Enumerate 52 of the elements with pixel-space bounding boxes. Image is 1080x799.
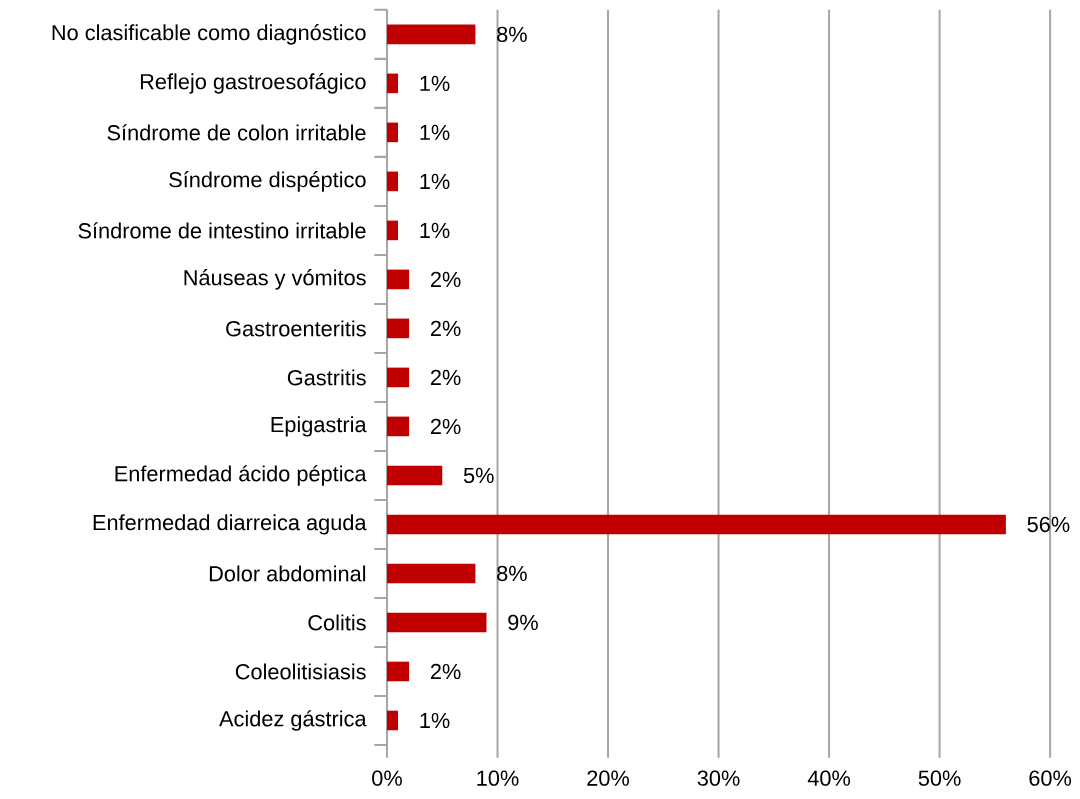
data-label: 8% bbox=[497, 26, 527, 43]
y-tick-label: Reflejo gastroesofágico bbox=[140, 73, 366, 94]
data-label: 2% bbox=[430, 320, 461, 337]
y-tick-label: Enfermedad diarreica aguda bbox=[93, 514, 367, 535]
x-tick-label: 40% bbox=[807, 770, 851, 786]
bar bbox=[387, 73, 399, 94]
bar bbox=[387, 612, 487, 633]
data-label: 56% bbox=[1027, 516, 1070, 533]
x-tick-label: 20% bbox=[587, 770, 630, 786]
data-label: 1% bbox=[420, 712, 450, 729]
data-label: 8% bbox=[497, 565, 527, 582]
y-tick-label: Gastritis bbox=[287, 369, 366, 386]
bar bbox=[387, 465, 443, 486]
data-label: 2% bbox=[430, 418, 461, 435]
data-label: 9% bbox=[508, 614, 538, 631]
data-label: 2% bbox=[430, 271, 461, 288]
bar bbox=[387, 710, 399, 731]
y-tick-label: Gastroenteritis bbox=[226, 320, 366, 337]
bar bbox=[387, 24, 476, 45]
data-label: 2% bbox=[430, 663, 461, 680]
bar bbox=[387, 416, 410, 437]
y-tick-label: Dolor abdominal bbox=[209, 565, 366, 582]
data-label: 1% bbox=[420, 222, 450, 239]
x-tick-label: 0% bbox=[372, 770, 402, 786]
y-tick-label: Colitis bbox=[308, 614, 366, 631]
data-label: 1% bbox=[420, 75, 450, 91]
bar bbox=[387, 171, 399, 192]
y-tick-label: Síndrome de intestino irritable bbox=[78, 222, 366, 239]
x-tick-label: 10% bbox=[477, 770, 519, 786]
bar bbox=[387, 563, 476, 584]
bar bbox=[387, 122, 399, 143]
bar bbox=[387, 269, 410, 290]
y-tick-label: No clasificable como diagnóstico bbox=[52, 24, 366, 45]
data-label: 2% bbox=[430, 369, 461, 386]
bar bbox=[387, 514, 1006, 535]
y-tick-label: Náuseas y vómitos bbox=[184, 269, 366, 290]
y-tick-label: Coleolitisiasis bbox=[235, 663, 366, 680]
x-tick-label: 30% bbox=[697, 770, 740, 786]
y-tick-label: Acidez gástrica bbox=[219, 710, 367, 731]
y-tick-label: Síndrome dispéptico bbox=[169, 171, 366, 192]
bar bbox=[387, 220, 399, 241]
data-label: 1% bbox=[420, 124, 450, 140]
y-tick-label: Epigastria bbox=[271, 416, 367, 437]
data-label: 5% bbox=[463, 467, 494, 484]
data-label: 1% bbox=[420, 173, 450, 190]
x-tick-label: 50% bbox=[918, 770, 961, 786]
bar bbox=[387, 661, 410, 682]
y-tick-label: Enfermedad ácido péptica bbox=[115, 465, 367, 486]
x-tick-label: 60% bbox=[1029, 770, 1072, 786]
y-tick-label: Síndrome de colon irritable bbox=[107, 124, 366, 141]
bar bbox=[387, 318, 410, 339]
bar bbox=[387, 367, 410, 388]
